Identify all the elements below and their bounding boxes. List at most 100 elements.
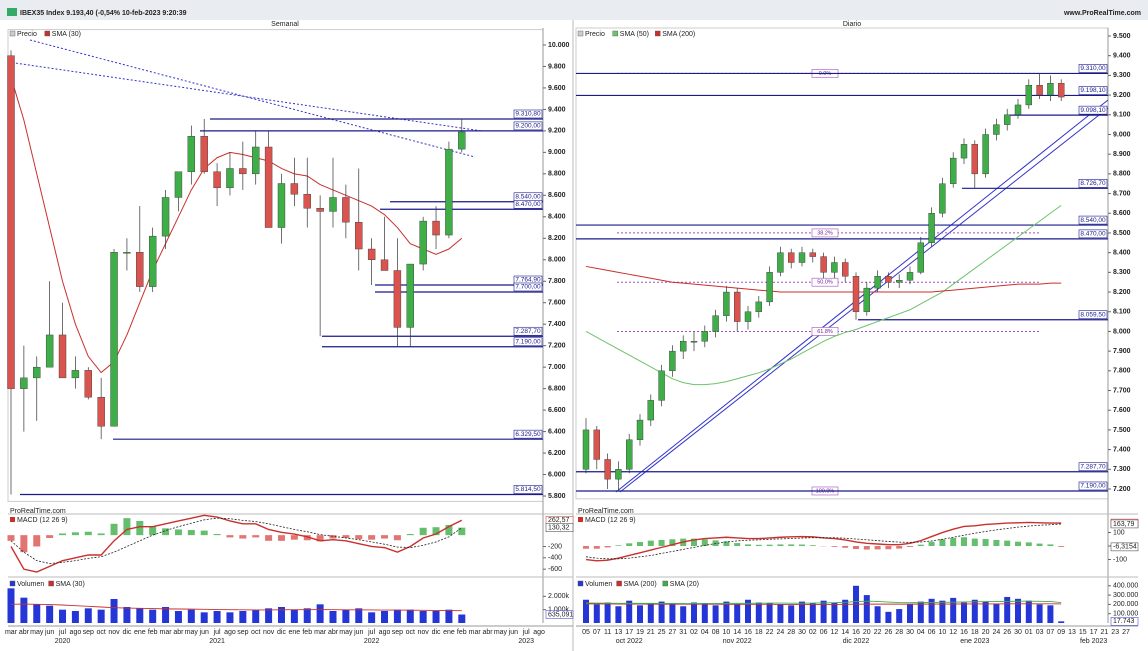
legend-swatch (578, 517, 583, 522)
candle-body (264, 146, 273, 228)
level-label: 5.814,50 (515, 486, 541, 493)
macd-hist (33, 535, 41, 547)
y-tick-label: 8.400 (1113, 249, 1131, 256)
level-label-box (513, 121, 543, 131)
volume-bar (381, 611, 389, 623)
y-tick-label: 8.300 (1113, 269, 1131, 276)
volume-bar (1015, 598, 1021, 623)
volume-bar (637, 605, 643, 623)
candle-body (1047, 83, 1054, 96)
x-tick-label: may (185, 629, 199, 636)
volume-bar (342, 609, 350, 623)
x-tick-label: dic (277, 629, 286, 636)
macd-hist (1025, 542, 1032, 547)
x-year-label: ene 2023 (960, 638, 989, 645)
x-tick-label: 21 (1101, 629, 1109, 636)
fib-label: 61.8% (817, 329, 833, 335)
x-tick-label: mar (5, 629, 18, 636)
y-tick-label: 10.000 (548, 42, 570, 49)
level-label-box (1078, 481, 1108, 491)
level-label: 7.190,00 (1080, 483, 1106, 490)
signal-line (585, 523, 1062, 560)
candle-body (110, 252, 118, 427)
candle-body (458, 131, 466, 150)
level-label: 8.059,50 (1080, 311, 1106, 318)
candle-body (252, 146, 260, 175)
candle-body (419, 220, 427, 265)
x-tick-label: 30 (798, 629, 806, 636)
macd-hist (734, 543, 741, 547)
x-tick-label: 28 (895, 629, 903, 636)
x-tick-label: 13 (1068, 629, 1076, 636)
macd-hist (863, 546, 870, 550)
value-label-box (545, 523, 574, 533)
candle-body (7, 55, 15, 389)
macd-hist (162, 528, 170, 536)
value-label: 130,32 (548, 525, 570, 532)
candle-body (960, 144, 968, 159)
volume-bar (734, 604, 741, 623)
x-tick-label: 30 (1014, 629, 1022, 636)
x-tick-label: abr (19, 629, 30, 636)
macd-hist (993, 539, 1000, 547)
x-tick-label: 14 (841, 629, 849, 636)
volume-bar (252, 609, 260, 623)
volume-bar (445, 609, 453, 623)
x-tick-label: oct (251, 629, 260, 636)
candle-body (97, 397, 105, 427)
x-tick-label: 27 (669, 629, 677, 636)
macd-hist (950, 537, 957, 547)
candle-body (316, 208, 324, 212)
level-label-box (1078, 229, 1108, 239)
value-label: 163,79 (1113, 521, 1135, 528)
x-tick-label: 07 (1047, 629, 1055, 636)
macd-hist (928, 541, 935, 547)
volume-bar (950, 597, 957, 623)
volume-bar (406, 609, 414, 623)
candle-body (367, 248, 376, 260)
value-label: 17.743 (1113, 618, 1135, 625)
volume-bar (303, 608, 311, 623)
header-bar (0, 0, 1148, 20)
candle-body (798, 252, 806, 263)
level-label: 9.310,80 (515, 111, 541, 118)
x-tick-label: 09 (1057, 629, 1065, 636)
candle-body (734, 291, 741, 322)
volume-bar (136, 608, 144, 623)
legend-swatch (9, 30, 16, 37)
candle-body (148, 235, 157, 287)
macd-hist (604, 546, 611, 548)
value-label-box (1110, 617, 1139, 626)
macd-hist (97, 533, 105, 536)
level-label: 8.470,00 (1080, 231, 1106, 238)
x-tick-label: jul (213, 629, 221, 636)
level-label-box (1078, 64, 1108, 73)
x-tick-label: 04 (701, 629, 709, 636)
macd-hist (788, 544, 795, 547)
volume-bar (907, 604, 913, 623)
volume-bar (123, 607, 131, 623)
candle-body (239, 168, 247, 175)
volume-bar (1004, 596, 1011, 623)
volume-bar (329, 611, 337, 623)
value-label: 262,57 (548, 517, 570, 524)
x-tick-label: 22 (874, 629, 882, 636)
volume-bar (658, 601, 665, 623)
x-tick-label: sep (237, 629, 248, 636)
y-tick-label: 7.900 (1113, 348, 1131, 355)
macd-hist (432, 527, 440, 536)
macd-hist (723, 541, 730, 547)
candle-body (20, 377, 28, 389)
candle-body (123, 252, 131, 254)
x-tick-label: dic (122, 629, 131, 636)
macd-hist (874, 546, 881, 550)
candle-body (342, 197, 350, 223)
volume-bar (265, 608, 273, 623)
candle-body (928, 213, 935, 244)
fib-label-box (811, 327, 839, 336)
y-tick-label: 8.600 (1113, 210, 1131, 217)
x-tick-label: 12 (949, 629, 957, 636)
level-label: 8.470,00 (515, 201, 541, 208)
volume-sma (586, 603, 1062, 605)
level-label: 7.287,70 (515, 328, 541, 335)
